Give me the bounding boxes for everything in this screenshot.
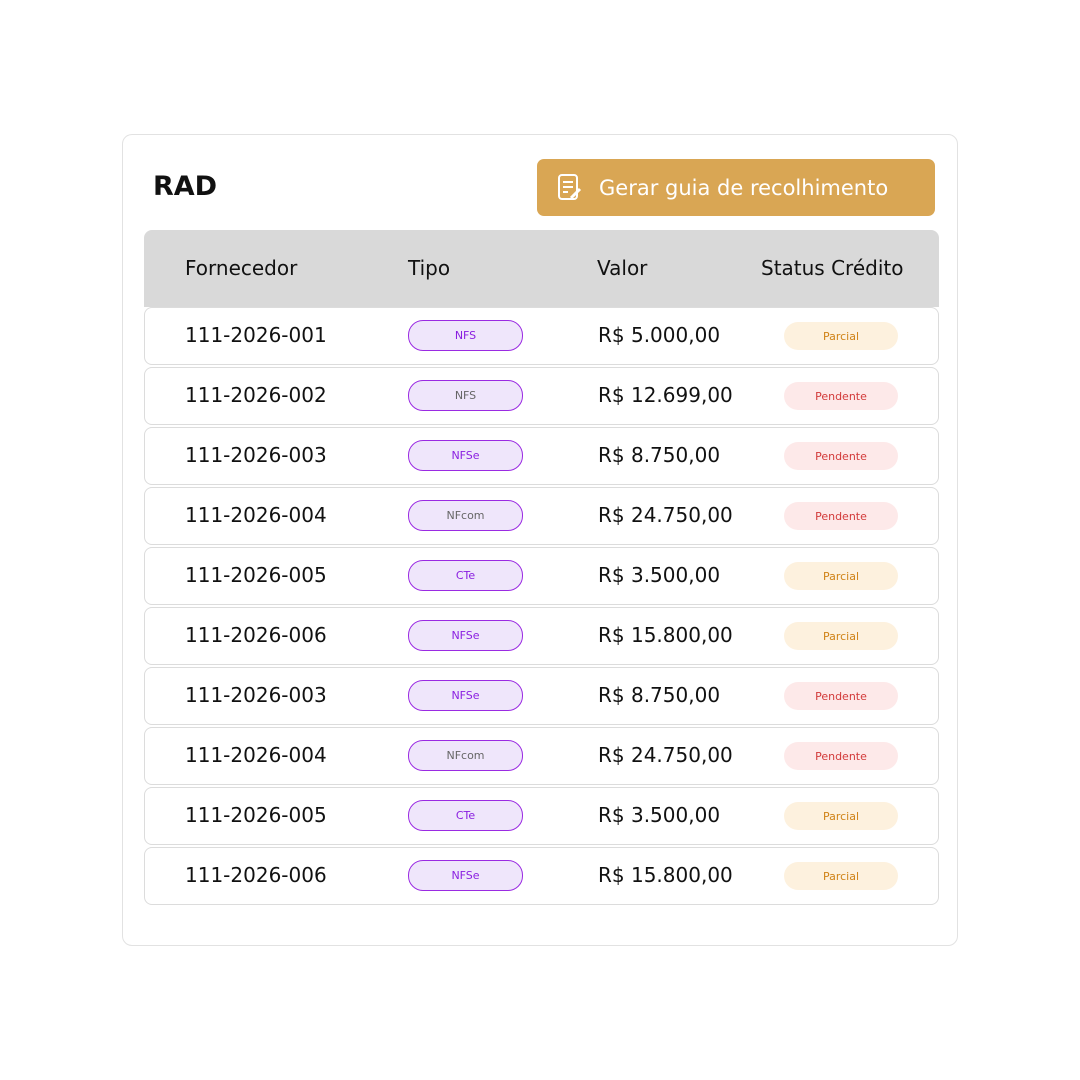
type-badge: NFSe: [408, 680, 523, 711]
table-row: 111-2026-006 NFSe R$ 15.800,00 Parcial: [144, 847, 939, 905]
supplier: 111-2026-004: [185, 503, 327, 527]
doc-icon: [558, 173, 582, 200]
status-badge: Parcial: [784, 322, 898, 350]
title: RAD: [153, 171, 218, 202]
table-row: 111-2026-001 NFS R$ 5.000,00 Parcial: [144, 307, 939, 365]
amount: R$ 15.800,00: [598, 863, 733, 887]
card: RAD Gerar guia de recolhimento Fornecedo…: [122, 134, 958, 946]
supplier: 111-2026-003: [185, 683, 327, 707]
type-badge: NFSe: [408, 620, 523, 651]
amount: R$ 15.800,00: [598, 623, 733, 647]
status-badge: Pendente: [784, 742, 898, 770]
table-row: 111-2026-005 CTe R$ 3.500,00 Parcial: [144, 547, 939, 605]
type-badge: NFS: [408, 380, 523, 411]
supplier: 111-2026-005: [185, 563, 327, 587]
amount: R$ 24.750,00: [598, 743, 733, 767]
column-header: Fornecedor: [185, 256, 298, 280]
supplier: 111-2026-005: [185, 803, 327, 827]
generate-button[interactable]: Gerar guia de recolhimento: [537, 159, 935, 216]
button-label: Gerar guia de recolhimento: [599, 175, 889, 200]
table-row: 111-2026-005 CTe R$ 3.500,00 Parcial: [144, 787, 939, 845]
column-header: Tipo: [408, 256, 451, 280]
table-row: 111-2026-003 NFSe R$ 8.750,00 Pendente: [144, 667, 939, 725]
supplier: 111-2026-001: [185, 323, 327, 347]
column-header: Status Crédito: [761, 256, 904, 280]
status-badge: Pendente: [784, 502, 898, 530]
amount: R$ 12.699,00: [598, 383, 733, 407]
type-badge: NFcom: [408, 740, 523, 771]
amount: R$ 24.750,00: [598, 503, 733, 527]
table-row: 111-2026-004 NFcom R$ 24.750,00 Pendente: [144, 727, 939, 785]
amount: R$ 8.750,00: [598, 443, 721, 467]
status-badge: Parcial: [784, 562, 898, 590]
supplier: 111-2026-004: [185, 743, 327, 767]
supplier: 111-2026-002: [185, 383, 327, 407]
status-badge: Parcial: [784, 622, 898, 650]
amount: R$ 5.000,00: [598, 323, 721, 347]
table-header: Fornecedor Tipo Valor Status Crédito: [144, 230, 939, 307]
column-header: Valor: [597, 256, 648, 280]
amount: R$ 8.750,00: [598, 683, 721, 707]
type-badge: NFSe: [408, 860, 523, 891]
type-badge: NFSe: [408, 440, 523, 471]
type-badge: NFS: [408, 320, 523, 351]
supplier: 111-2026-006: [185, 863, 327, 887]
amount: R$ 3.500,00: [598, 803, 721, 827]
type-badge: CTe: [408, 560, 523, 591]
status-badge: Parcial: [784, 802, 898, 830]
status-badge: Pendente: [784, 382, 898, 410]
type-badge: CTe: [408, 800, 523, 831]
supplier: 111-2026-003: [185, 443, 327, 467]
status-badge: Parcial: [784, 862, 898, 890]
type-badge: NFcom: [408, 500, 523, 531]
status-badge: Pendente: [784, 682, 898, 710]
table-row: 111-2026-002 NFS R$ 12.699,00 Pendente: [144, 367, 939, 425]
amount: R$ 3.500,00: [598, 563, 721, 587]
supplier: 111-2026-006: [185, 623, 327, 647]
status-badge: Pendente: [784, 442, 898, 470]
table-row: 111-2026-003 NFSe R$ 8.750,00 Pendente: [144, 427, 939, 485]
table-row: 111-2026-006 NFSe R$ 15.800,00 Parcial: [144, 607, 939, 665]
table-row: 111-2026-004 NFcom R$ 24.750,00 Pendente: [144, 487, 939, 545]
